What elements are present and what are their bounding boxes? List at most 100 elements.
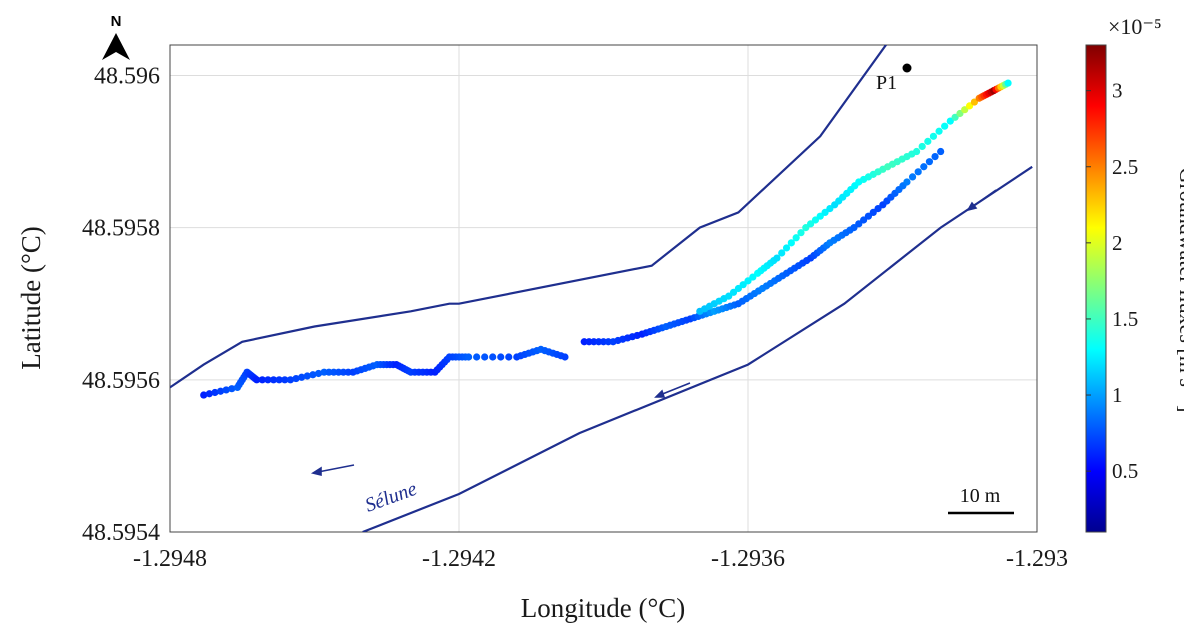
- flux-trace-point: [874, 205, 882, 213]
- x-tick-label: -1.2948: [133, 546, 207, 572]
- colorbar-tick-label: 3: [1112, 79, 1123, 103]
- flux-trace-point: [473, 353, 481, 361]
- flux-point: [561, 353, 569, 361]
- flux-trace-point: [303, 372, 311, 380]
- flux-point: [725, 292, 733, 300]
- flux-trace-point: [931, 153, 939, 161]
- flux-trace-point: [792, 234, 800, 242]
- x-tick-label: -1.2936: [711, 546, 785, 572]
- well-marker: [902, 63, 912, 73]
- flux-trace-point: [908, 173, 917, 181]
- flux-point: [903, 178, 911, 186]
- colorbar-tick-labels: 0.5 1 1.5 2 2.5 3: [1086, 79, 1138, 483]
- flux-point: [850, 224, 858, 232]
- flux-trace-point: [855, 220, 863, 228]
- flux-trace-point: [269, 376, 278, 384]
- flux-trace-point: [749, 273, 757, 281]
- flow-arrow-icon: [654, 382, 691, 398]
- y-tick-label: 48.5956: [82, 368, 160, 394]
- flux-trace-point: [489, 353, 497, 361]
- x-tick-label: -1.2942: [422, 546, 496, 572]
- flux-trace-point: [309, 371, 317, 379]
- colorbar: [1085, 44, 1107, 533]
- flux-trace-point: [782, 244, 791, 252]
- river-label: Sélune: [362, 478, 420, 517]
- flux-trace-point: [211, 388, 219, 397]
- flux-trace-point: [918, 142, 926, 151]
- colorbar-tick-label: 1: [1112, 383, 1123, 407]
- flux-point: [773, 254, 781, 262]
- upper-bank-line: [170, 45, 888, 389]
- flux-trace-point: [216, 387, 225, 395]
- flow-arrow-icon: [966, 189, 997, 212]
- flux-trace-point: [941, 122, 949, 130]
- flux-trace-point: [811, 216, 820, 224]
- flux-trace-point: [826, 205, 834, 213]
- flux-point: [253, 376, 261, 384]
- flow-arrows: [310, 189, 997, 477]
- flux-trace-point: [965, 102, 974, 110]
- flux-trace-point: [821, 208, 829, 217]
- flux-trace-point: [935, 127, 943, 135]
- flux-point: [1004, 79, 1012, 87]
- flux-trace-point: [951, 113, 959, 121]
- flux-trace-point: [497, 353, 505, 361]
- flux-trace-point: [970, 98, 978, 106]
- colorbar-label: Groundwater fluxes [m s⁻¹]: [1175, 168, 1184, 413]
- flux-trace-point: [961, 106, 969, 114]
- flux-trace-point: [739, 281, 747, 289]
- flux-trace-point: [929, 132, 938, 140]
- y-tick-label: 48.596: [94, 63, 160, 89]
- scale-label: 10 m: [960, 485, 1001, 507]
- flux-points: [200, 79, 1012, 399]
- flux-point: [286, 376, 295, 384]
- flux-trace-point: [481, 353, 489, 361]
- flux-trace-point: [744, 277, 752, 285]
- y-tick-labels: 48.5954 48.5956 48.5958 48.596: [82, 63, 160, 546]
- colorbar-tick-label: 1.5: [1112, 307, 1138, 331]
- flux-trace-point: [258, 376, 266, 384]
- flux-trace-point: [734, 284, 742, 293]
- colorbar-tick-label: 2: [1112, 231, 1123, 255]
- grid-lines: [170, 45, 1037, 532]
- flux-trace-point: [205, 390, 213, 398]
- x-tick-labels: -1.2948 -1.2942 -1.2936 -1.293: [133, 546, 1068, 572]
- flux-trace-point: [924, 137, 932, 145]
- north-arrow-icon: N: [102, 13, 130, 60]
- flux-point: [912, 147, 921, 156]
- colorbar-tick-label: 2.5: [1112, 155, 1138, 179]
- flux-trace-point: [797, 229, 805, 237]
- flux-trace-point: [869, 208, 877, 217]
- flux-trace-point: [505, 353, 513, 361]
- flux-trace-point: [222, 386, 230, 394]
- colorbar-exponent: ×10⁻⁵: [1108, 14, 1162, 39]
- flux-trace-point: [864, 212, 873, 220]
- flux-trace-point: [816, 212, 824, 220]
- flux-trace-point: [778, 249, 786, 257]
- flux-trace-point: [228, 385, 236, 393]
- y-axis-label: Latitude (°C): [16, 226, 46, 370]
- flux-trace-point: [298, 373, 306, 381]
- flux-trace-point: [314, 369, 323, 378]
- colorbar-tick-label: 0.5: [1112, 459, 1138, 483]
- flux-point: [200, 391, 208, 399]
- flux-trace-point: [729, 288, 738, 296]
- flux-trace-point: [956, 109, 964, 118]
- flux-trace-point: [292, 374, 300, 383]
- flux-point: [802, 224, 810, 232]
- flux-trace-point: [860, 216, 868, 224]
- flux-trace-point: [925, 158, 934, 166]
- flux-point: [465, 353, 473, 361]
- plot-frame: [169, 44, 1038, 533]
- x-tick-label: -1.293: [1006, 546, 1068, 572]
- well-label: P1: [876, 72, 897, 94]
- flux-trace-point: [275, 376, 283, 384]
- flux-point: [946, 117, 954, 125]
- flux-trace-point: [914, 168, 922, 176]
- flux-trace-point: [264, 376, 272, 384]
- y-tick-label: 48.5954: [82, 520, 160, 546]
- flow-arrow-icon: [310, 464, 355, 477]
- river-banks: [170, 45, 1033, 532]
- north-label: N: [111, 13, 122, 30]
